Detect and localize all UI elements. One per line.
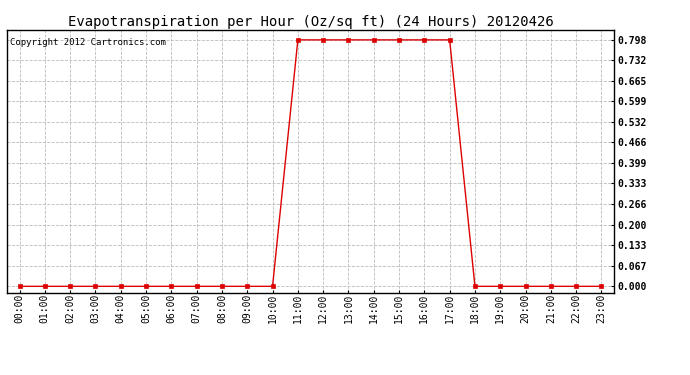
Title: Evapotranspiration per Hour (Oz/sq ft) (24 Hours) 20120426: Evapotranspiration per Hour (Oz/sq ft) (… — [68, 15, 553, 29]
Text: Copyright 2012 Cartronics.com: Copyright 2012 Cartronics.com — [10, 38, 166, 47]
